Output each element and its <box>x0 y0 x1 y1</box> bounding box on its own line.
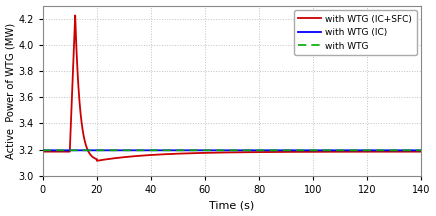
X-axis label: Time (s): Time (s) <box>209 200 255 210</box>
with WTG (IC) <box>419 149 424 152</box>
with WTG (IC+SFC) <box>225 151 231 154</box>
Y-axis label: Active  Power of WTG (MW): Active Power of WTG (MW) <box>6 23 16 159</box>
with WTG (IC+SFC) <box>419 150 424 153</box>
with WTG <box>42 149 47 152</box>
with WTG (IC) <box>225 149 230 152</box>
with WTG <box>225 149 230 152</box>
with WTG <box>419 149 424 152</box>
with WTG (IC) <box>56 149 61 152</box>
with WTG (IC+SFC) <box>56 150 61 153</box>
with WTG (IC) <box>399 149 404 152</box>
with WTG <box>40 149 45 152</box>
with WTG (IC) <box>40 149 45 152</box>
with WTG (IC+SFC) <box>114 157 119 159</box>
with WTG (IC+SFC) <box>72 14 78 17</box>
with WTG (IC) <box>114 149 119 152</box>
with WTG <box>56 149 61 152</box>
with WTG (IC+SFC) <box>42 150 47 153</box>
with WTG (IC+SFC) <box>40 150 45 153</box>
with WTG (IC+SFC) <box>399 150 404 153</box>
with WTG (IC) <box>63 149 68 152</box>
with WTG <box>399 149 404 152</box>
with WTG (IC+SFC) <box>63 150 68 153</box>
with WTG (IC+SFC) <box>94 159 99 162</box>
with WTG <box>63 149 68 152</box>
Line: with WTG (IC+SFC): with WTG (IC+SFC) <box>43 15 421 161</box>
Legend: with WTG (IC+SFC), with WTG (IC), with WTG: with WTG (IC+SFC), with WTG (IC), with W… <box>294 10 417 55</box>
with WTG (IC) <box>42 149 47 152</box>
with WTG <box>114 149 119 152</box>
